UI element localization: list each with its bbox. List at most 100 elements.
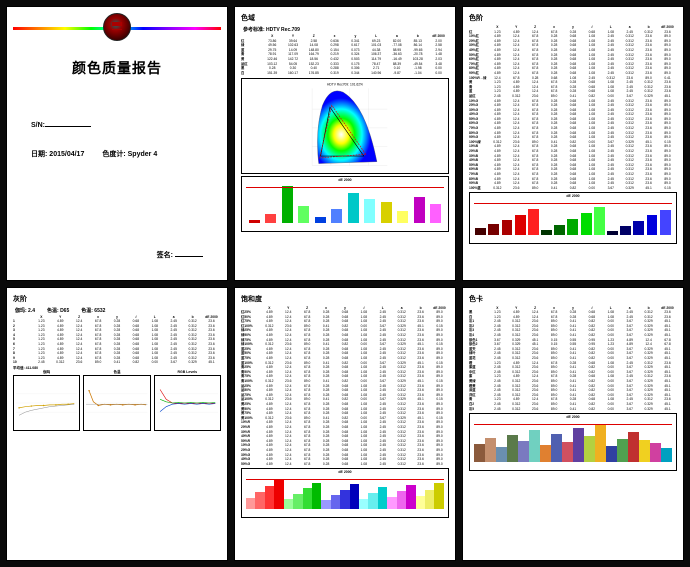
chart-caption: dE 2000 [470, 194, 676, 198]
chart-bar [485, 438, 496, 462]
saturation-title: 饱和度 [241, 294, 449, 304]
chart-bar [628, 432, 639, 462]
chart-bar [397, 211, 408, 224]
chart-bar [515, 215, 526, 236]
gamut-table: XYZxyLabdE 2000红73.8639.642.580.6360.341… [241, 34, 449, 75]
chart-bar [350, 484, 359, 509]
chart-bar [507, 435, 518, 462]
chart-bar [551, 434, 562, 463]
temp-panel: 色温 [83, 375, 150, 431]
logo-disc-icon [103, 13, 131, 41]
kelvin-label: 色温: 6532 [81, 307, 105, 314]
chart-bar [562, 442, 573, 462]
chart-bar [303, 488, 312, 509]
gamut-de-chart: dE 2000 [241, 176, 449, 232]
chart-bar [416, 496, 425, 509]
chart-bar [475, 228, 486, 235]
gamut-ref: 参考标准: HDTV Rec.709 [243, 26, 449, 33]
chart-bar [265, 214, 276, 223]
chart-bar [606, 446, 617, 463]
chart-bar [340, 490, 349, 510]
date-field: 日期: 2015/04/17 [31, 149, 84, 159]
chart-bar [284, 499, 293, 509]
chart-bar [528, 209, 539, 235]
chart-bar [359, 499, 368, 510]
grayscale-title: 灰阶 [13, 294, 221, 304]
chart-bar [414, 197, 425, 223]
chart-bar [595, 425, 606, 462]
threshold-line [474, 203, 672, 204]
chart-bar [660, 210, 671, 236]
grayscale-panels: 伽玛 色温 RGB Levels [13, 375, 221, 431]
date-value: 2015/04/17 [49, 151, 84, 158]
sn-label: S/N: [31, 122, 45, 129]
saturation-page: 饱和度 XYZxy√LabdE 2000红25%4.8912.467.80.28… [234, 287, 456, 562]
saturation-table: XYZxy√LabdE 2000红25%4.8912.467.80.280.68… [241, 306, 449, 467]
panel-title: RGB Levels [155, 370, 220, 374]
chart-bar [607, 231, 618, 236]
chart-bar [581, 213, 592, 235]
rainbow-divider [13, 27, 221, 30]
gamut-title: 色域 [241, 13, 449, 23]
grayscale-table: XYZxy√LabdE 200011.234.8912.467.80.280.6… [13, 315, 221, 366]
colorstep-page: 色阶 XYZxy√LabdE 2000红1.234.8912.467.80.28… [462, 6, 684, 281]
threshold-line [474, 424, 672, 425]
chart-caption: dE 2000 [242, 470, 448, 474]
chart-bar [331, 209, 342, 223]
colorstep-table: XYZxy√LabdE 2000红1.234.8912.467.80.280.6… [469, 25, 677, 190]
chart-bar [282, 186, 293, 223]
chart-bar [298, 206, 309, 224]
chart-bar [249, 220, 260, 223]
cie-gamut-chart: HDTV Rec709: 101.62% [241, 78, 449, 174]
chart-bar [540, 445, 551, 462]
colorstep-chart: dE 2000 [469, 192, 677, 244]
chart-bar [633, 221, 644, 235]
chart-bar [406, 485, 415, 509]
chart-bar [639, 440, 650, 462]
temp-label: 色温: D65 [47, 307, 69, 314]
chart-bar [518, 441, 529, 462]
chart-caption: dE 2000 [242, 178, 448, 182]
chart-bar [293, 494, 302, 509]
threshold-line [246, 187, 444, 188]
meter-label: 色度计: [102, 151, 125, 158]
chart-bar [617, 439, 628, 462]
gamma-label: 伽玛: 2.4 [15, 307, 35, 314]
chart-bar [502, 220, 513, 235]
chart-bar [434, 483, 443, 509]
chart-bar [567, 219, 578, 235]
chart-bar [488, 224, 499, 235]
chart-caption: dE 2000 [470, 415, 676, 419]
colorchecker-page: 色卡 XYZxy√LabdE 2000黑1.234.8912.467.80.28… [462, 287, 684, 562]
chart-bar [348, 193, 359, 223]
chart-bar [364, 199, 375, 223]
colorchecker-chart: dE 2000 [469, 413, 677, 471]
chart-bar [496, 447, 507, 463]
threshold-line [246, 479, 444, 480]
signature-field: 签名: [157, 250, 203, 260]
chart-bar [274, 480, 283, 510]
meter-value: Spyder 4 [128, 151, 158, 158]
gamut-caption: HDTV Rec709: 101.62% [327, 83, 363, 87]
chart-bar [661, 448, 672, 462]
chart-bar [321, 500, 330, 509]
chart-bar [430, 204, 441, 223]
chart-bar [647, 215, 658, 235]
signature-label: 签名: [157, 252, 173, 259]
gamut-page: 色域 参考标准: HDTV Rec.709 XYZxyLabdE 2000红73… [234, 6, 456, 281]
chart-bar [650, 443, 661, 462]
colorchecker-table: XYZxy√LabdE 2000黑1.234.8912.467.80.280.6… [469, 306, 677, 412]
chart-bar [381, 202, 392, 223]
date-label: 日期: [31, 151, 47, 158]
chart-bar [554, 225, 565, 235]
chart-bar [265, 486, 274, 510]
chart-bar [620, 226, 631, 236]
cover-page: 颜色质量报告 S/N: 日期: 2015/04/17 色度计: Spyder 4… [6, 6, 228, 281]
meter-field: 色度计: Spyder 4 [102, 149, 157, 159]
saturation-chart: dE 2000 [241, 468, 449, 518]
panel-title: 色温 [84, 370, 149, 375]
chart-bar [584, 436, 595, 462]
report-title: 颜色质量报告 [13, 58, 221, 78]
chart-bar [368, 493, 377, 509]
chart-bar [474, 444, 485, 462]
